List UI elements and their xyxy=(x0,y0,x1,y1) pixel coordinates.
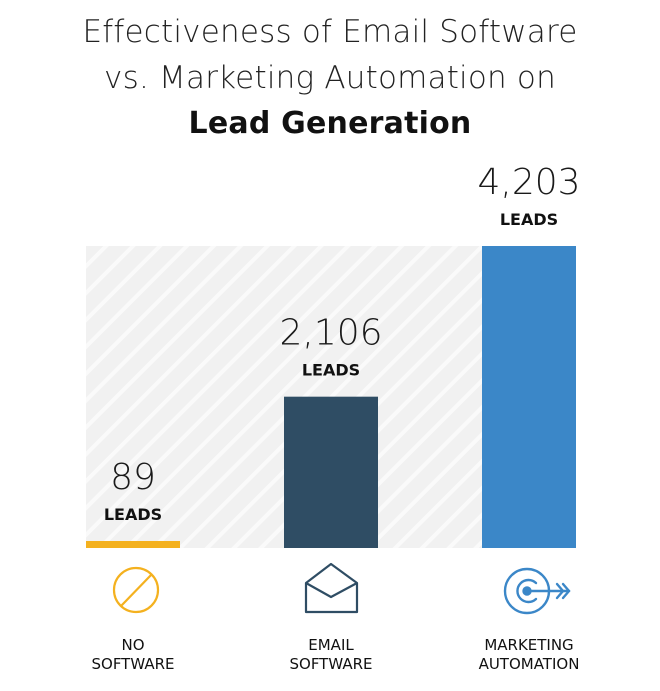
value-label: 4,203 xyxy=(477,162,580,203)
target-arrow-icon xyxy=(503,567,571,615)
category-label: MARKETING xyxy=(484,636,573,654)
category-label: NO xyxy=(121,636,144,654)
bar-1 xyxy=(284,396,378,548)
chart-title-line-1: Effectiveness of Email Software xyxy=(82,14,578,50)
no-symbol-icon xyxy=(112,566,160,614)
chart-title-line-3: Lead Generation xyxy=(188,106,472,141)
chart-title-line-2: vs. Marketing Automation on xyxy=(104,60,556,96)
unit-label: LEADS xyxy=(302,361,360,380)
value-label: 89 xyxy=(110,457,156,498)
category-label: SOFTWARE xyxy=(289,655,372,673)
bar-0 xyxy=(86,541,180,548)
unit-label: LEADS xyxy=(104,505,162,524)
unit-label: LEADS xyxy=(500,210,558,229)
envelope-icon xyxy=(304,562,359,614)
value-label: 2,106 xyxy=(279,313,382,354)
category-label: SOFTWARE xyxy=(91,655,174,673)
category-label: EMAIL xyxy=(308,636,354,654)
category-label: AUTOMATION xyxy=(479,655,580,673)
bar-2 xyxy=(482,246,576,548)
